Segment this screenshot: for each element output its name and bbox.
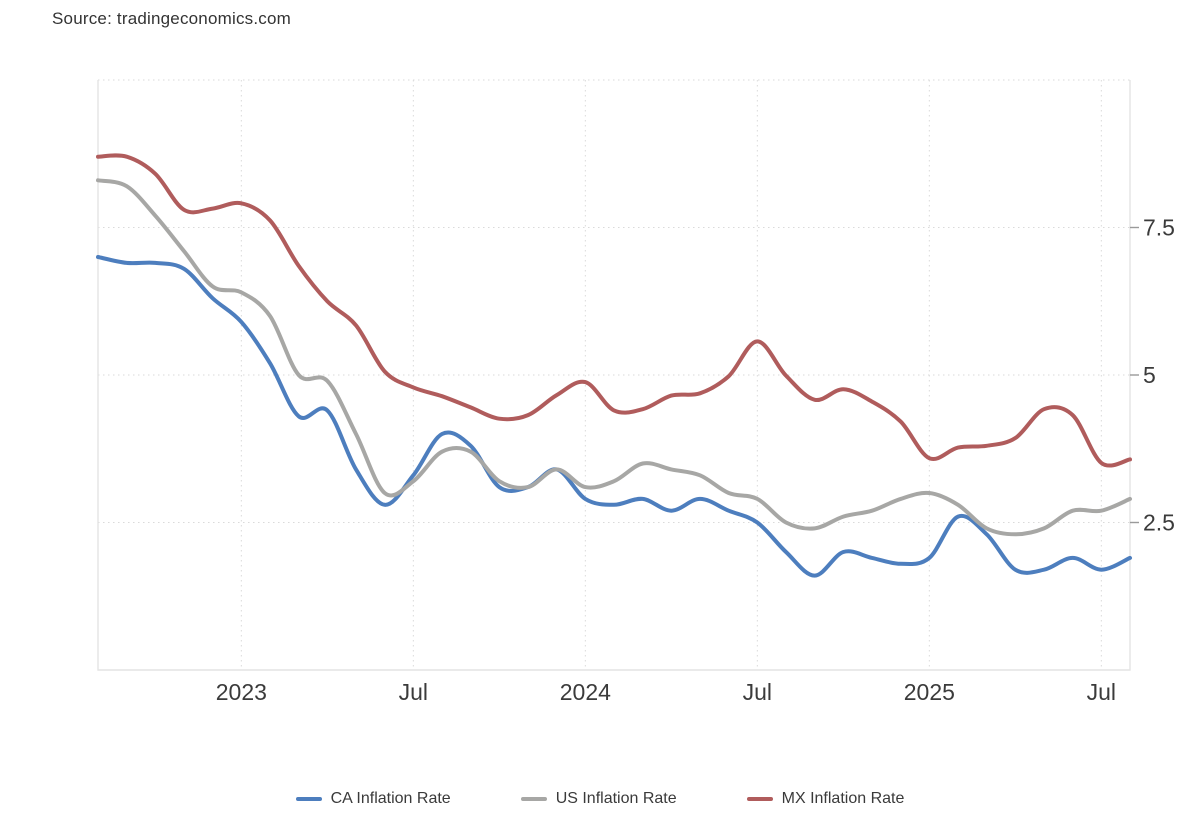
y-axis-label: 5 — [1143, 362, 1156, 388]
x-axis-label: 2023 — [216, 679, 267, 705]
source-credit: Source: tradingeconomics.com — [52, 9, 291, 28]
mx-series-swatch-icon — [746, 797, 773, 801]
x-axis-label: 2025 — [904, 679, 955, 705]
legend-label-mx: MX Inflation Rate — [781, 790, 905, 807]
legend-item-ca[interactable]: CA Inflation Rate — [295, 790, 451, 808]
legend-item-us[interactable]: US Inflation Rate — [520, 790, 677, 808]
ca-series-swatch-icon — [295, 797, 322, 801]
x-axis-label: Jul — [1087, 679, 1116, 705]
x-axis-label: Jul — [743, 679, 772, 705]
series-line-us[interactable] — [96, 178, 1132, 537]
series-line-mx[interactable] — [96, 153, 1132, 468]
y-axis-label: 2.5 — [1143, 509, 1175, 535]
x-axis-label: Jul — [399, 679, 428, 705]
y-axis-label: 7.5 — [1143, 214, 1175, 240]
us-series-swatch-icon — [520, 797, 547, 801]
series-line-ca[interactable] — [96, 255, 1132, 578]
legend-label-us: US Inflation Rate — [555, 790, 677, 807]
x-axis-label: 2024 — [560, 679, 611, 705]
grid-lines — [98, 79, 1130, 670]
chart-legend: CA Inflation Rate US Inflation Rate MX I… — [0, 790, 1200, 808]
legend-item-mx[interactable]: MX Inflation Rate — [746, 790, 905, 808]
inflation-line-chart[interactable]: 7.5 5 2.5 2023 Jul 2024 Jul 2025 Jul — [0, 0, 1200, 745]
legend-label-ca: CA Inflation Rate — [330, 790, 451, 807]
